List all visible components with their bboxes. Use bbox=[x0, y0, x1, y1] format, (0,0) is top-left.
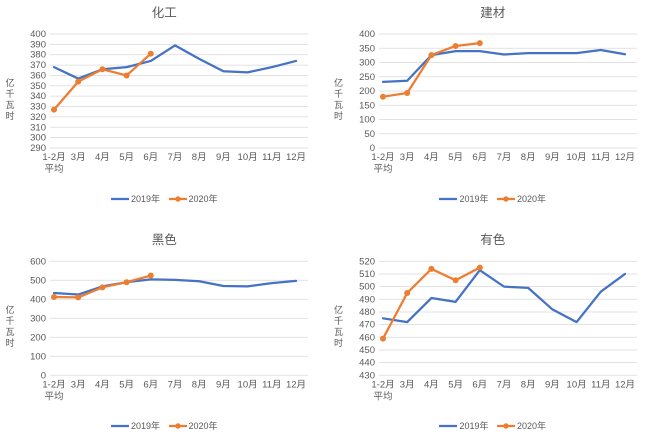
svg-text:350: 350 bbox=[30, 81, 46, 92]
svg-text:12月: 12月 bbox=[286, 379, 306, 390]
svg-text:12月: 12月 bbox=[614, 152, 634, 163]
svg-text:360: 360 bbox=[30, 70, 46, 81]
svg-text:250: 250 bbox=[359, 72, 375, 83]
svg-text:6月: 6月 bbox=[472, 152, 487, 163]
svg-text:3月: 3月 bbox=[71, 379, 86, 390]
svg-text:300: 300 bbox=[30, 313, 46, 324]
svg-text:平均: 平均 bbox=[373, 390, 392, 402]
svg-text:6月: 6月 bbox=[143, 379, 158, 390]
svg-text:4月: 4月 bbox=[424, 152, 439, 163]
svg-text:5月: 5月 bbox=[119, 152, 134, 163]
svg-text:300: 300 bbox=[30, 133, 46, 144]
svg-text:5月: 5月 bbox=[448, 379, 463, 390]
svg-text:12月: 12月 bbox=[614, 379, 634, 390]
svg-text:7月: 7月 bbox=[168, 152, 183, 163]
svg-text:4月: 4月 bbox=[95, 152, 110, 163]
svg-text:520: 520 bbox=[359, 256, 375, 267]
svg-text:500: 500 bbox=[359, 282, 375, 293]
svg-text:390: 390 bbox=[30, 39, 46, 50]
svg-text:370: 370 bbox=[30, 60, 46, 71]
svg-text:5月: 5月 bbox=[448, 152, 463, 163]
svg-text:490: 490 bbox=[359, 294, 375, 305]
svg-text:200: 200 bbox=[30, 332, 46, 343]
svg-text:400: 400 bbox=[359, 29, 375, 40]
svg-text:500: 500 bbox=[30, 275, 46, 286]
svg-text:510: 510 bbox=[359, 269, 375, 280]
svg-text:4月: 4月 bbox=[424, 379, 439, 390]
svg-text:11月: 11月 bbox=[262, 152, 281, 163]
svg-text:470: 470 bbox=[359, 320, 375, 331]
svg-text:8月: 8月 bbox=[192, 379, 207, 390]
svg-text:1-2月: 1-2月 bbox=[371, 379, 394, 390]
svg-text:7月: 7月 bbox=[496, 379, 511, 390]
svg-text:8月: 8月 bbox=[520, 379, 535, 390]
svg-text:450: 450 bbox=[359, 345, 375, 356]
svg-text:150: 150 bbox=[359, 100, 375, 111]
svg-text:平均: 平均 bbox=[44, 390, 63, 402]
svg-text:440: 440 bbox=[359, 358, 375, 369]
svg-text:1-2月: 1-2月 bbox=[42, 152, 65, 163]
svg-text:320: 320 bbox=[30, 112, 46, 123]
svg-text:350: 350 bbox=[359, 43, 375, 54]
svg-text:460: 460 bbox=[359, 332, 375, 343]
svg-text:平均: 平均 bbox=[373, 163, 392, 175]
svg-text:11月: 11月 bbox=[262, 379, 281, 390]
svg-text:3月: 3月 bbox=[399, 379, 414, 390]
svg-text:400: 400 bbox=[30, 29, 46, 40]
svg-text:310: 310 bbox=[30, 122, 46, 133]
svg-text:100: 100 bbox=[30, 351, 46, 362]
svg-text:6月: 6月 bbox=[472, 379, 487, 390]
svg-text:400: 400 bbox=[30, 294, 46, 305]
svg-text:11月: 11月 bbox=[591, 379, 610, 390]
svg-text:8月: 8月 bbox=[520, 152, 535, 163]
svg-text:480: 480 bbox=[359, 307, 375, 318]
svg-text:9月: 9月 bbox=[216, 152, 231, 163]
svg-text:1-2月: 1-2月 bbox=[42, 379, 65, 390]
svg-text:3月: 3月 bbox=[71, 152, 86, 163]
svg-text:9月: 9月 bbox=[545, 152, 560, 163]
svg-text:平均: 平均 bbox=[44, 163, 63, 175]
svg-text:6月: 6月 bbox=[143, 152, 158, 163]
svg-text:7月: 7月 bbox=[496, 152, 511, 163]
svg-text:10月: 10月 bbox=[566, 379, 586, 390]
svg-text:3月: 3月 bbox=[399, 152, 414, 163]
svg-text:100: 100 bbox=[359, 115, 375, 126]
svg-text:340: 340 bbox=[30, 91, 46, 102]
svg-text:1-2月: 1-2月 bbox=[371, 152, 394, 163]
svg-text:600: 600 bbox=[30, 256, 46, 267]
svg-text:200: 200 bbox=[359, 86, 375, 97]
svg-text:9月: 9月 bbox=[216, 379, 231, 390]
svg-text:330: 330 bbox=[30, 102, 46, 113]
svg-text:9月: 9月 bbox=[545, 379, 560, 390]
svg-text:10月: 10月 bbox=[566, 152, 586, 163]
svg-text:4月: 4月 bbox=[95, 379, 110, 390]
svg-text:10月: 10月 bbox=[238, 152, 258, 163]
svg-text:11月: 11月 bbox=[591, 152, 610, 163]
svg-text:300: 300 bbox=[359, 58, 375, 69]
svg-text:7月: 7月 bbox=[168, 379, 183, 390]
svg-text:8月: 8月 bbox=[192, 152, 207, 163]
svg-text:10月: 10月 bbox=[238, 379, 258, 390]
svg-text:5月: 5月 bbox=[119, 379, 134, 390]
svg-text:12月: 12月 bbox=[286, 152, 306, 163]
svg-text:380: 380 bbox=[30, 50, 46, 61]
svg-text:50: 50 bbox=[364, 129, 375, 140]
